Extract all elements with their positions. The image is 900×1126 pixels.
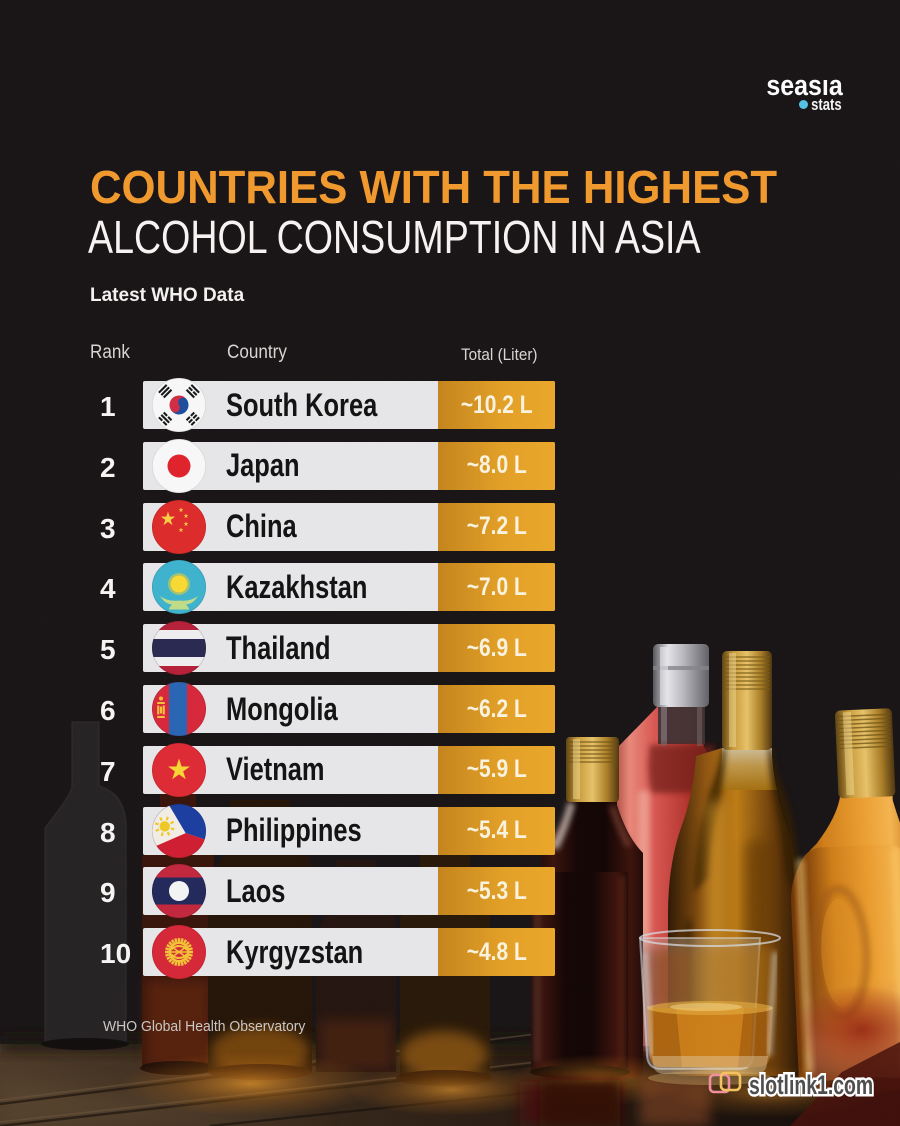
svg-text:slotlink1.com: slotlink1.com: [749, 1070, 873, 1100]
